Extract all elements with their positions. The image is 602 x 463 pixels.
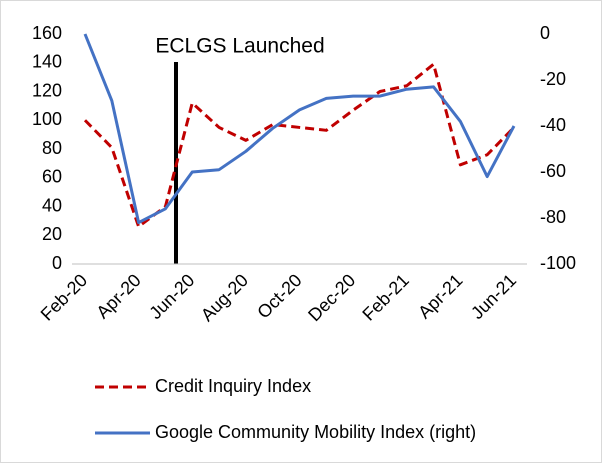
y-tick-label: 60 [42, 167, 62, 187]
y2-tick-label: -20 [540, 69, 566, 89]
y-tick-label: 80 [42, 138, 62, 158]
y-tick-label: 100 [32, 109, 62, 129]
legend-label: Credit Inquiry Index [155, 376, 311, 396]
y-tick-label: 0 [52, 253, 62, 273]
y2-tick-label: -60 [540, 161, 566, 181]
annotation: ECLGS Launched [155, 35, 324, 58]
y-tick-label: 140 [32, 52, 62, 72]
y2-tick-label: -80 [540, 207, 566, 227]
y2-tick-label: 0 [540, 23, 550, 43]
y-tick-label: 40 [42, 195, 62, 215]
y-tick-label: 160 [32, 23, 62, 43]
legend-label: Google Community Mobility Index (right) [155, 422, 476, 442]
y-tick-label: 20 [42, 224, 62, 244]
y2-tick-label: -40 [540, 115, 566, 135]
y-tick-label: 120 [32, 80, 62, 100]
y2-tick-label: -100 [540, 253, 576, 273]
series-line [83, 33, 516, 225]
